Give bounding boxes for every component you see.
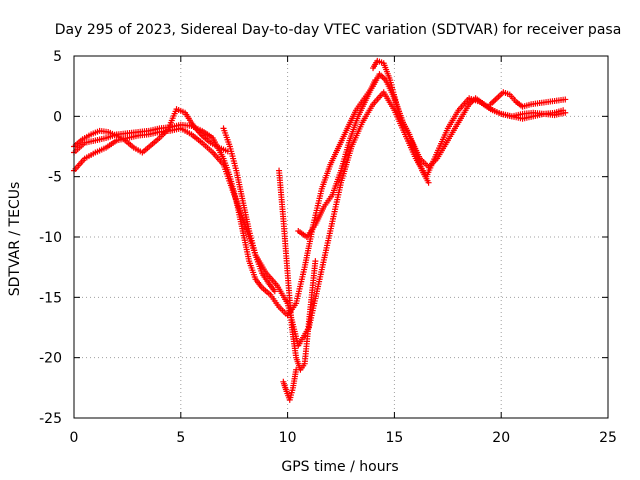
x-axis-label: GPS time / hours [281,459,398,475]
x-tick-label: 10 [279,430,297,446]
data-point [562,96,569,103]
y-tick-label: 0 [53,109,62,125]
data-point [293,366,300,373]
y-tick-label: -20 [39,351,62,367]
data-point [425,179,432,186]
chart-title: Day 295 of 2023, Sidereal Day-to-day VTE… [55,22,622,38]
data-point [372,77,379,84]
data-point [271,288,278,295]
x-tick-label: 25 [599,430,617,446]
data-point [562,109,569,116]
y-tick-label: -5 [48,170,62,186]
x-tick-label: 5 [176,430,185,446]
y-tick-label: -10 [39,230,62,246]
data-points [71,57,569,403]
y-tick-label: 5 [53,49,62,65]
y-axis-label: SDTVAR / TECUs [7,182,23,297]
grid [74,56,608,418]
x-tick-label: 0 [70,430,79,446]
y-tick-label: -25 [39,411,62,427]
x-tick-label: 15 [385,430,403,446]
data-point [312,258,319,265]
y-tick-label: -15 [39,290,62,306]
y-axis-ticks: -25 -20 -15 -10 -5 0 5 [39,49,608,427]
x-tick-label: 20 [492,430,510,446]
x-axis-ticks: 0 5 10 15 20 25 [70,56,617,446]
